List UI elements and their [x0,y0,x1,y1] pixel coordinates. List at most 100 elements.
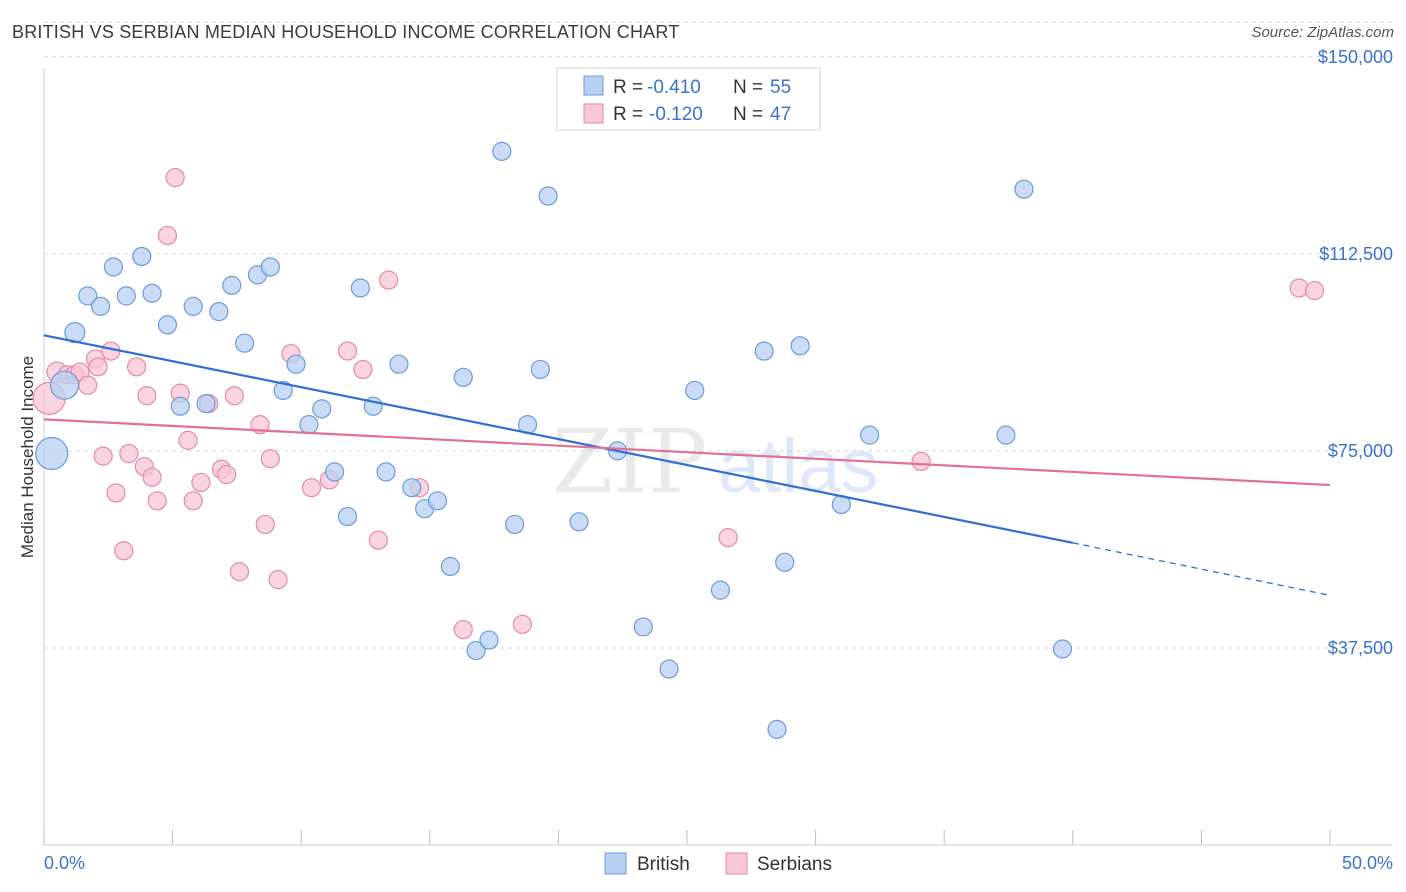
british-trend-line [43,334,1074,544]
series-legend: British Serbians [604,852,832,875]
british-point [78,286,98,306]
bottom-legend-serbian-label[interactable]: Serbians [757,854,832,875]
british-point [1014,179,1034,199]
british-point [569,512,589,532]
british-point [775,552,795,572]
bottom-legend-serbian-swatch[interactable] [725,852,748,875]
british-point [49,370,80,400]
x-tick-label-max: 50.0% [1342,853,1393,873]
british-point [196,393,216,414]
british-point [538,186,558,206]
y-tick-labels: $37,500 $75,000 $112,500 $150,000 [1318,47,1393,658]
bottom-legend-british-label[interactable]: British [637,854,690,875]
serbian-point [255,514,275,535]
legend-british-n-value: 55 [770,77,791,98]
y-tick-label: $37,500 [1328,638,1393,658]
legend-british-r-label: R = [613,77,643,98]
british-point [170,396,190,416]
british-point [440,556,460,577]
serbian-point [78,375,98,395]
serbian-point [183,491,203,511]
british-point [376,462,396,482]
serbian-point [126,357,147,377]
y-tick-label: $112,500 [1319,244,1393,264]
british-point [299,415,319,435]
british-point [860,425,880,445]
british-point [389,354,409,374]
british-point [337,506,358,527]
serbian-point [224,386,244,406]
legend-british-r-value: -0.410 [647,77,701,98]
serbian-point [353,359,373,380]
chart-title: BRITISH VS SERBIAN MEDIAN HOUSEHOLD INCO… [12,22,680,42]
british-point [273,380,293,401]
serbian-point [268,570,288,590]
y-tick-label: $75,000 [1328,441,1393,461]
bottom-legend-british-swatch[interactable] [604,852,627,875]
british-point [402,478,422,498]
serbian-point [119,443,139,464]
serbian-point [368,530,388,550]
serbian-point [260,449,280,469]
british-point [183,296,203,316]
british-point [222,275,242,295]
serbian-point [191,472,211,493]
serbian-point [114,541,134,561]
british-point [659,659,679,679]
british-point [312,399,332,419]
source-credit: Source: ZipAtlas.com [1251,24,1394,41]
british-point [427,491,448,511]
serbian-point [165,168,185,188]
serbian-point [453,619,473,640]
legend-british-n-label: N = [733,77,763,98]
british-point [235,333,255,353]
legend-serbian-n-value: 47 [770,104,791,125]
serbian-point [88,357,108,377]
british-point [260,257,280,277]
british-point [790,336,810,356]
serbian-point [301,478,322,498]
british-point [142,283,162,303]
serbian-point [512,614,532,634]
british-point [453,367,473,387]
british-point [286,354,306,374]
british-point [157,315,178,335]
x-tick-label-min: 0.0% [44,853,85,873]
british-point [103,257,124,277]
legend-british-swatch [583,75,604,96]
british-trend-extension [1072,542,1331,597]
serbian-points [32,168,1325,640]
british-point [754,341,774,361]
legend-serbian-swatch [583,103,604,124]
british-point [479,630,499,650]
serbian-point [1304,281,1325,301]
legend-serbian-r-value: -0.120 [649,104,703,125]
serbian-point [178,430,198,450]
serbian-point [142,467,162,487]
y-axis-label: Median Household Income [18,356,37,558]
watermark-zip: ZIP [552,410,707,513]
serbian-point [106,483,126,503]
british-point [64,322,86,344]
serbian-point [147,491,167,511]
trend-lines [43,334,1331,597]
serbian-point [217,464,237,485]
british-point [325,462,345,482]
british-point [350,278,370,298]
serbian-point [718,527,738,548]
british-point [633,617,653,637]
watermark: ZIP atlas [552,410,879,513]
serbian-point [229,562,250,582]
british-point [132,246,152,267]
british-point [492,141,512,161]
british-point [35,436,69,471]
british-point [466,640,486,661]
british-point [116,286,136,306]
british-point [996,425,1016,445]
y-tick-label: $150,000 [1318,47,1393,67]
british-point [1052,639,1073,659]
british-points [35,141,1073,739]
serbian-point [337,341,358,361]
british-point [209,302,229,322]
